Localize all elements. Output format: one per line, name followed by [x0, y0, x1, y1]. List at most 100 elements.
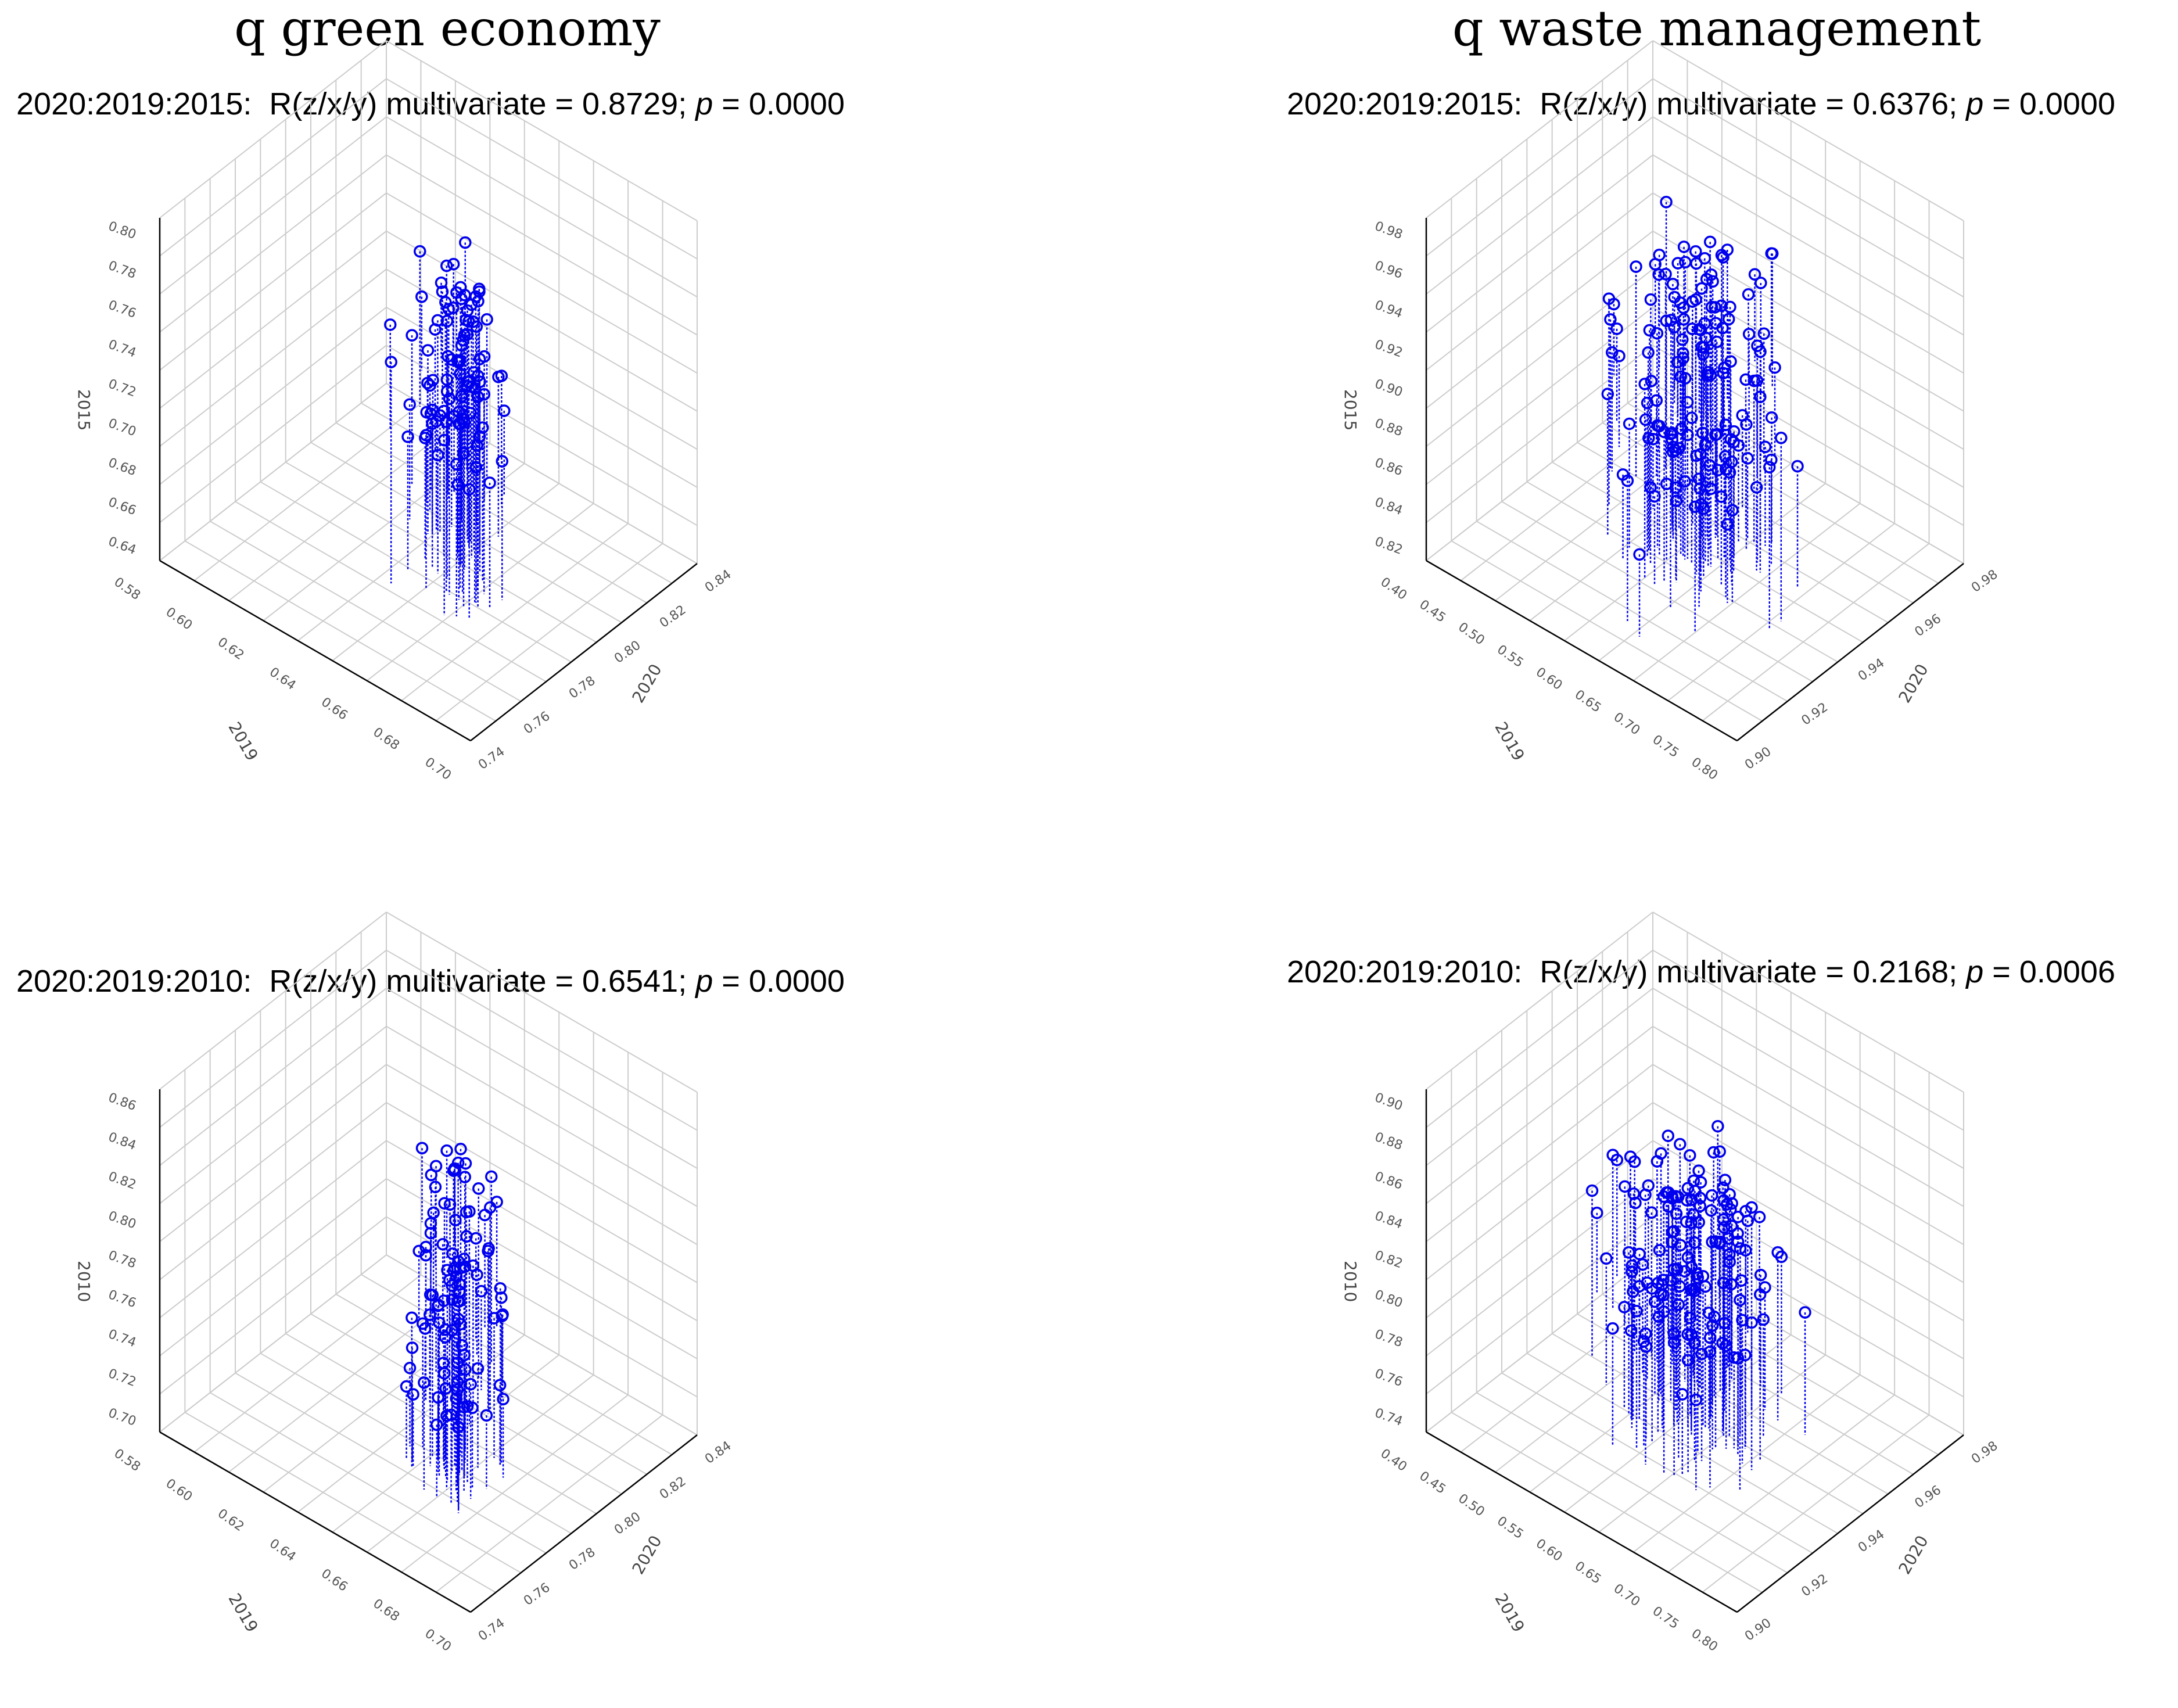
z-tick-label: 0.86	[106, 1090, 138, 1114]
z-tick-label: 0.70	[106, 416, 138, 439]
side-wall-gridline	[159, 268, 387, 447]
floor-gridline	[1460, 1274, 1688, 1453]
floor-gridline	[386, 1254, 698, 1436]
axis-line	[1736, 1434, 1964, 1613]
floor-gridline	[1633, 503, 1861, 681]
caption-stat: R(z/x/y) multivariate = 0.8729;	[269, 87, 687, 121]
data-point	[1652, 1310, 1666, 1323]
floor-gridline	[1564, 462, 1792, 641]
data-point	[1693, 1192, 1707, 1204]
x-tick-label: 0.75	[1650, 733, 1681, 761]
side-wall-gridline	[159, 1178, 387, 1357]
data-point	[1585, 1184, 1599, 1197]
data-point	[432, 1299, 444, 1312]
data-point	[450, 1270, 463, 1283]
z-tick-label: 0.72	[106, 376, 138, 400]
floor-gridline	[1667, 1394, 1895, 1573]
data-point	[424, 379, 436, 392]
z-tick-label: 0.64	[106, 534, 138, 558]
data-point	[403, 1361, 417, 1375]
data-point	[454, 1143, 467, 1156]
caption-years: 2020:2019:2010:	[1287, 955, 1523, 989]
data-point	[436, 1237, 450, 1251]
data-point	[1717, 1194, 1730, 1207]
floor-gridline	[210, 521, 522, 702]
data-point	[1716, 1337, 1729, 1350]
side-wall-gridline	[1426, 988, 1653, 1166]
data-point	[1642, 1179, 1655, 1192]
data-point	[439, 296, 452, 309]
data-point	[440, 259, 453, 272]
data-point	[1689, 1393, 1703, 1406]
x-axis-title: 2019	[224, 1590, 261, 1635]
floor-gridline	[228, 423, 456, 601]
data-point	[462, 375, 476, 388]
z-tick-label: 0.78	[106, 259, 138, 282]
data-point	[1718, 1174, 1732, 1186]
back-wall-gridline	[386, 1101, 698, 1283]
y-tick-label: 0.96	[1913, 1483, 1944, 1512]
floor-gridline	[184, 1412, 496, 1593]
z-tick-label: 0.94	[1373, 298, 1405, 321]
data-point	[439, 1330, 452, 1344]
data-point	[478, 1208, 491, 1222]
z-tick-label: 0.86	[1373, 1169, 1405, 1193]
data-point	[485, 1170, 498, 1183]
floor-gridline	[310, 442, 622, 623]
z-tick-label: 0.76	[106, 298, 138, 321]
data-point	[1717, 251, 1730, 264]
caption-years: 2020:2019:2015:	[1287, 87, 1523, 121]
x-tick-label: 0.64	[267, 1536, 298, 1565]
chart-ge-2015: 0.80 0.78 0.76 0.74 0.72 0.70 0.68 0.66 0.64 0.58…	[74, 40, 734, 783]
data-point	[1688, 1236, 1701, 1249]
data-point	[1685, 322, 1699, 335]
floor-gridline	[1702, 543, 1930, 722]
floor-gridline	[335, 1293, 647, 1475]
floor-gridline	[1476, 521, 1788, 702]
y-tick-label: 0.90	[1742, 744, 1774, 773]
data-point	[415, 1142, 429, 1155]
data-point	[1591, 1206, 1603, 1219]
side-wall-gridline	[1426, 912, 1653, 1090]
data-point	[1669, 444, 1682, 457]
column-title-waste-management: q waste management	[1452, 0, 1982, 57]
back-wall-gridline	[1652, 1216, 1964, 1398]
caption-p-value: = 0.0006	[1992, 955, 2115, 989]
caption-p-label: p	[695, 87, 713, 121]
x-tick-label: 0.70	[422, 755, 454, 783]
side-wall-gridline	[1426, 1140, 1653, 1319]
floor-gridline	[1476, 1392, 1788, 1574]
data-point	[1754, 277, 1767, 289]
z-tick-label: 0.78	[106, 1248, 138, 1271]
side-wall-gridline	[159, 912, 387, 1090]
data-point	[1702, 1307, 1716, 1319]
x-axis-title: 2019	[1491, 1590, 1528, 1635]
data-point	[1687, 1283, 1700, 1296]
floor-gridline	[361, 1274, 673, 1455]
axis-line	[1426, 559, 1738, 742]
chart-wm-2015: 0.98 0.96 0.94 0.92 0.90 0.88 0.86 0.84 0.82 0.40…	[1341, 40, 2001, 783]
z-tick-label: 0.96	[1373, 259, 1405, 282]
floor-gridline	[193, 1274, 422, 1453]
side-wall-gridline	[1426, 154, 1653, 333]
floor-gridline	[260, 1352, 572, 1534]
back-wall-gridline	[386, 192, 698, 374]
data-point	[419, 1248, 432, 1262]
x-tick-label: 0.50	[1455, 1491, 1487, 1520]
data-point	[1741, 452, 1754, 465]
side-wall-gridline	[1426, 1216, 1653, 1395]
data-point	[1677, 241, 1691, 253]
data-point	[1644, 293, 1657, 306]
x-tick-label: 0.50	[1455, 620, 1487, 648]
floor-gridline	[193, 403, 422, 582]
y-tick-label: 0.84	[702, 1438, 734, 1467]
data-point	[1685, 1328, 1698, 1341]
y-axis-title: 2020	[1894, 1532, 1932, 1577]
back-wall-gridline	[386, 154, 698, 336]
caption-years: 2020:2019:2015:	[16, 87, 252, 121]
data-point	[1613, 349, 1626, 363]
caption-p-label: p	[1966, 87, 1984, 121]
side-wall-gridline	[1426, 345, 1653, 523]
data-point	[480, 1409, 493, 1422]
axis-line	[159, 1431, 471, 1613]
